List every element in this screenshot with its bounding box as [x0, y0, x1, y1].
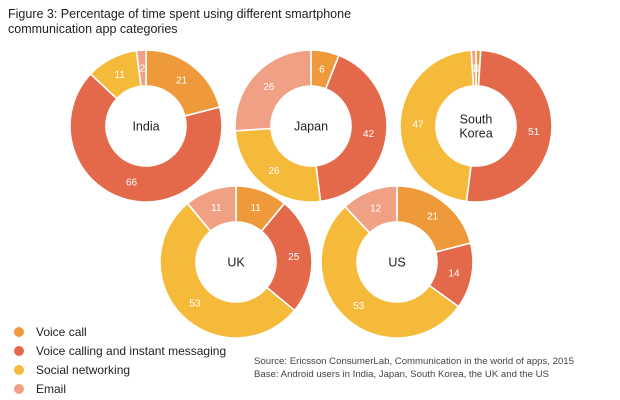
data-label-japan-social-networking: 26 — [268, 166, 280, 177]
legend-item-social-networking: Social networking — [14, 360, 226, 379]
data-label-india-social-networking: 11 — [114, 70, 125, 81]
donut-slice-japan-social-networking — [234, 127, 322, 203]
donut-slice-india-email — [135, 49, 147, 88]
donut-center-label-us: US — [388, 256, 405, 270]
data-label-south-korea-email: 1 — [471, 64, 477, 75]
donut-slice-south-korea-voice-calling-and-instant-messaging — [465, 49, 553, 203]
data-label-india-email: 2 — [140, 64, 146, 75]
legend-label-email: Email — [36, 381, 67, 396]
chart-title: Figure 3: Percentage of time spent using… — [8, 7, 352, 36]
donut-slice-india-voice-calling-and-instant-messaging — [69, 72, 223, 203]
legend-label-voice-call: Voice call — [36, 324, 87, 339]
legend-item-voice-calling-and-im: Voice calling and instant messaging — [14, 341, 226, 360]
data-label-us-social-networking: 53 — [353, 301, 365, 312]
donut-slice-south-korea-email — [470, 49, 477, 87]
donut-center-label-south-korea: South Korea — [459, 113, 492, 141]
data-label-india-voice-calling-and-instant-messaging: 66 — [126, 178, 138, 189]
legend-label-social-networking: Social networking — [36, 362, 131, 377]
donut-slice-uk-email — [186, 185, 237, 233]
data-label-south-korea-voice-calling-and-instant-messaging: 51 — [528, 127, 540, 138]
data-label-india-voice-call: 21 — [176, 76, 188, 87]
data-label-uk-voice-calling-and-instant-messaging: 25 — [288, 252, 300, 263]
data-label-south-korea-social-networking: 47 — [412, 120, 424, 131]
legend-swatch-social-networking — [14, 364, 24, 375]
source-line: Source: Ericsson ConsumerLab, Communicat… — [254, 356, 574, 367]
source-note: Source: Ericsson ConsumerLab, Communicat… — [254, 356, 574, 381]
legend-label-voice-calling-and-im: Voice calling and instant messaging — [36, 343, 227, 358]
data-label-japan-email: 26 — [263, 82, 275, 93]
legend-item-email: Email — [14, 379, 226, 398]
donut-slice-uk-voice-calling-and-instant-messaging — [260, 202, 313, 312]
legend-swatch-voice-call — [14, 326, 24, 337]
data-label-japan-voice-calling-and-instant-messaging: 42 — [363, 129, 375, 140]
data-label-us-voice-call: 21 — [427, 212, 439, 223]
donut-slice-south-korea-social-networking — [399, 49, 475, 203]
legend-swatch-email — [14, 383, 24, 394]
donut-slice-japan-email — [234, 49, 312, 132]
base-line: Base: Android users in India, Japan, Sou… — [254, 368, 549, 380]
legend-swatch-voice-calling-and-im — [14, 345, 24, 356]
legend-item-voice-call: Voice call — [14, 322, 226, 341]
donut-slice-us-social-networking — [320, 205, 460, 339]
data-label-japan-voice-call: 6 — [319, 65, 325, 76]
legend: Voice call Voice calling and instant mes… — [14, 322, 226, 398]
data-label-uk-social-networking: 53 — [189, 299, 201, 310]
data-label-uk-voice-call: 11 — [250, 203, 261, 214]
donut-center-label-india: India — [132, 120, 159, 134]
data-label-uk-email: 11 — [211, 203, 222, 214]
donut-center-label-japan: Japan — [294, 120, 328, 134]
data-label-us-email: 12 — [370, 204, 382, 215]
donut-center-label-uk: UK — [227, 256, 245, 270]
donut-slice-uk-social-networking — [159, 202, 296, 339]
donut-slice-us-email — [343, 185, 398, 234]
data-label-us-voice-calling-and-instant-messaging: 14 — [448, 268, 460, 279]
donut-slice-japan-voice-calling-and-instant-messaging — [315, 54, 388, 203]
data-label-south-korea-voice-call: 1 — [475, 64, 481, 75]
